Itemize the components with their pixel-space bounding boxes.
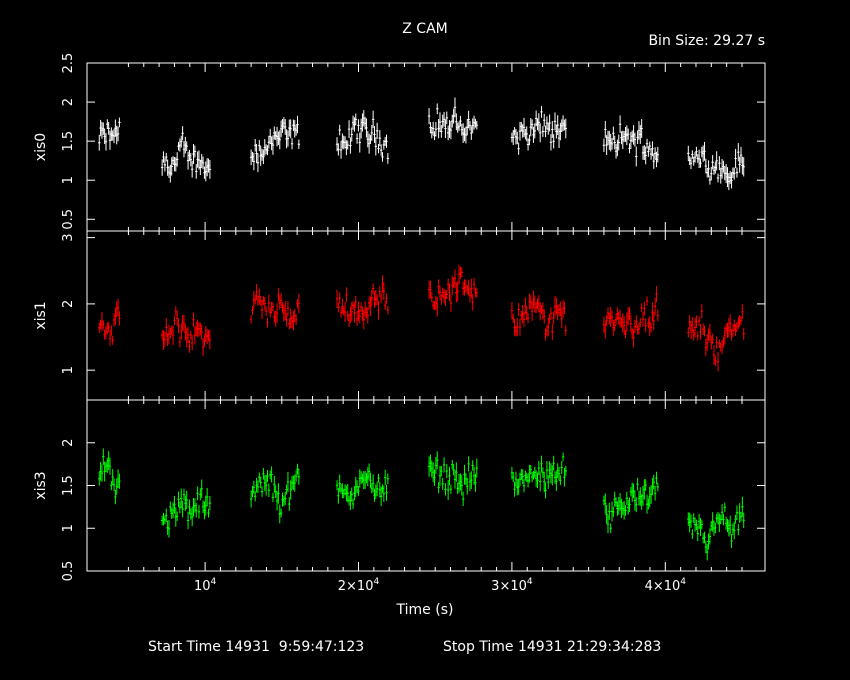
y-tick-label: 2 [61, 300, 76, 308]
series-xis3 [98, 448, 745, 561]
y-tick-label: 1 [61, 524, 76, 532]
bin-size-label: Bin Size: 29.27 s [648, 33, 765, 49]
y-tick-label: 1.5 [61, 131, 76, 152]
chart-title: Z CAM [402, 21, 447, 37]
panel-frame [86, 62, 766, 232]
panel-frame [86, 230, 766, 401]
stop-time-label: Stop Time 14931 21:29:34:283 [443, 639, 661, 655]
y-tick-label: 1.5 [61, 475, 76, 496]
x-tick-label: 3×104 [491, 577, 533, 594]
series-xis1 [98, 264, 745, 372]
y-axis-label: xis1 [33, 301, 49, 329]
y-axis-label: xis0 [33, 133, 49, 161]
y-tick-label: 0.5 [61, 209, 76, 230]
x-tick-label: 104 [194, 577, 217, 594]
y-tick-label: 0.5 [61, 561, 76, 582]
y-tick-label: 3 [61, 233, 76, 241]
y-tick-label: 2.5 [61, 53, 76, 74]
series-xis0 [98, 97, 745, 191]
y-tick-label: 1 [61, 366, 76, 374]
x-tick-label: 2×104 [338, 577, 380, 594]
start-time-label: Start Time 14931 9:59:47:123 [148, 639, 364, 655]
panel-frame [86, 399, 766, 572]
y-tick-label: 2 [61, 439, 76, 447]
x-tick-label: 4×104 [645, 577, 687, 594]
y-tick-label: 1 [61, 176, 76, 184]
y-tick-label: 2 [61, 98, 76, 106]
plot-panels: 0.5 1 1.5 2 2.5 xis0 1 2 3 xis1 0.5 1 1.5 2 xis3 104 2×1… [33, 53, 766, 594]
y-axis-label: xis3 [33, 471, 49, 499]
x-axis-label: Time (s) [396, 602, 454, 618]
